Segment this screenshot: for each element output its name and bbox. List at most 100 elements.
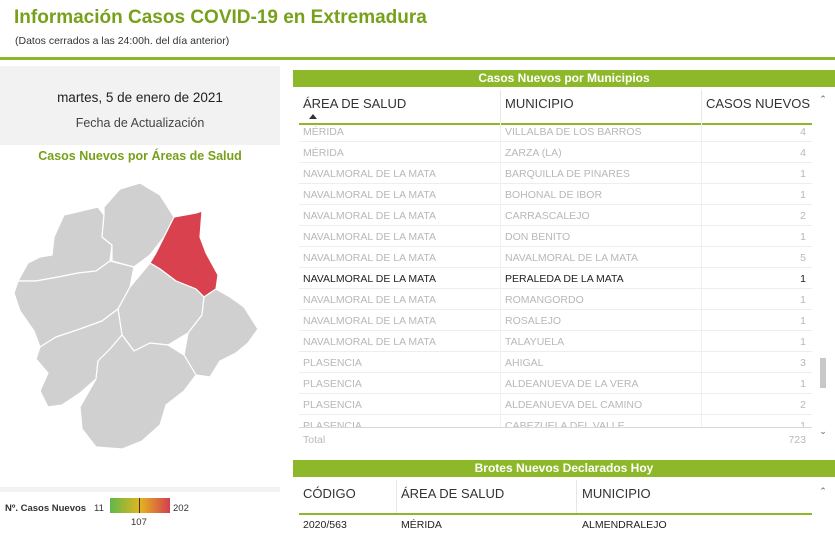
column-separator [500,373,501,394]
cell-casos: 1 [800,189,806,201]
sort-ascending-icon[interactable] [309,114,317,119]
map-panel: Casos Nuevos por Áreas de Salud [0,145,280,487]
cell-municipio: ROSALEJO [505,315,562,327]
column-separator [500,184,501,205]
extremadura-map [13,182,259,450]
column-separator [500,352,501,373]
chevron-down-icon[interactable]: ⌄ [819,426,827,436]
legend-mid-marker [139,498,140,513]
legend-label: Nº. Casos Nuevos [5,503,87,514]
scrollbar-thumb[interactable] [820,358,826,388]
cell-casos: 4 [800,147,806,159]
column-separator [500,121,501,142]
brotes-table-title: Brotes Nuevos Declarados Hoy [293,460,835,477]
cell-municipio: TALAYUELA [505,336,565,348]
column-separator [701,289,702,310]
municipios-table-title: Casos Nuevos por Municipios [293,70,835,87]
column-header-municipio[interactable]: MUNICIPIO [505,96,574,111]
cell-casos: 4 [800,126,806,138]
column-header-casos[interactable]: CASOS NUEVOS [706,96,811,111]
table-row[interactable]: NAVALMORAL DE LA MATA DON BENITO 1 [299,226,812,247]
column-separator [500,205,501,226]
table-row[interactable]: PLASENCIA ALDEANUEVA DE LA VERA 1 [299,373,812,394]
cell-municipio: BARQUILLA DE PINARES [505,168,630,180]
municipios-table-body: MÉRIDA VILLALBA DE LOS BARROS 4 MÉRIDA ZARZA… [293,70,835,427]
table-row[interactable]: MÉRIDA ZARZA (LA) 4 [299,142,812,163]
map-title: Casos Nuevos por Áreas de Salud [38,149,242,163]
column-separator [701,247,702,268]
cell-area: NAVALMORAL DE LA MATA [303,189,437,201]
cell-casos: 1 [800,168,806,180]
cell-casos: 1 [800,273,806,285]
column-separator [701,352,702,373]
column-separator [396,480,397,514]
update-date-label: Fecha de Actualización [75,116,205,130]
column-separator [701,121,702,142]
table-row[interactable]: NAVALMORAL DE LA MATA BARQUILLA DE PINARE… [299,163,812,184]
cell-area: PLASENCIA [303,378,362,390]
column-separator [701,205,702,226]
municipios-table: Casos Nuevos por Municipios ÁREA DE SALU… [293,70,835,453]
column-separator [500,142,501,163]
column-header-area[interactable]: ÁREA DE SALUD [303,96,407,111]
cell-area: NAVALMORAL DE LA MATA [303,294,437,306]
cell-municipio: AHIGAL [505,357,544,369]
table-row[interactable]: NAVALMORAL DE LA MATA PERALEDA DE LA MATA… [299,268,812,289]
column-separator [701,142,702,163]
cell-area: NAVALMORAL DE LA MATA [303,231,437,243]
table-row[interactable]: MÉRIDA VILLALBA DE LOS BARROS 4 [299,121,812,142]
table-row[interactable]: NAVALMORAL DE LA MATA TALAYUELA 1 [299,331,812,352]
update-date: martes, 5 de enero de 2021 [57,90,223,105]
table-row[interactable]: PLASENCIA ALDEANUEVA DEL CAMINO 2 [299,394,812,415]
cell-casos: 1 [800,294,806,306]
cell-municipio: NAVALMORAL DE LA MATA [505,252,639,264]
legend-max-value: 202 [173,503,189,514]
column-separator [500,331,501,352]
column-separator [701,184,702,205]
total-label: Total [303,434,326,446]
cell-area: NAVALMORAL DE LA MATA [303,252,437,264]
cell-municipio: BOHONAL DE IBOR [505,189,603,201]
table-row[interactable]: NAVALMORAL DE LA MATA CARRASCALEJO 2 [299,205,812,226]
cell-area: PLASENCIA [303,420,362,427]
column-separator [701,331,702,352]
municipios-table-header: ÁREA DE SALUD MUNICIPIO CASOS NUEVOS [299,90,812,124]
cell-municipio: DON BENITO [505,231,571,243]
header-underline [299,513,812,515]
table-row[interactable]: NAVALMORAL DE LA MATA ROMANGORDO 1 [299,289,812,310]
table-row[interactable]: PLASENCIA AHIGAL 3 [299,352,812,373]
municipios-scrollbar[interactable]: ⌃ ⌄ [818,90,828,437]
column-separator [701,163,702,184]
column-separator [701,394,702,415]
cell-area: MÉRIDA [401,519,442,531]
column-header-area[interactable]: ÁREA DE SALUD [401,486,505,501]
cell-codigo: 2020/563 [303,519,347,531]
column-separator [500,289,501,310]
header-divider [0,57,835,60]
column-separator [701,226,702,247]
cell-area: NAVALMORAL DE LA MATA [303,168,437,180]
table-row[interactable]: PLASENCIA CABEZUELA DEL VALLE 1 [299,415,812,427]
chevron-up-icon[interactable]: ⌃ [819,94,827,104]
legend-mid-value: 107 [131,517,147,528]
header: Información Casos COVID-19 en Extremadur… [0,0,835,60]
cell-area: NAVALMORAL DE LA MATA [303,273,437,285]
map-area-llerena-zafra[interactable] [79,334,197,450]
cell-casos: 1 [800,231,806,243]
table-row[interactable]: NAVALMORAL DE LA MATA NAVALMORAL DE LA MA… [299,247,812,268]
cell-municipio: ROMANGORDO [505,294,584,306]
column-header-municipio[interactable]: MUNICIPIO [582,486,651,501]
column-header-codigo[interactable]: CÓDIGO [303,486,356,501]
cell-municipio: ALDEANUEVA DEL CAMINO [505,399,643,411]
map-area-don-benito[interactable] [183,288,259,378]
table-row[interactable]: 2020/563 MÉRIDA ALMENDRALEJO [299,515,812,535]
cell-municipio: ALMENDRALEJO [582,519,667,531]
column-separator [701,373,702,394]
map-area-plasencia[interactable] [101,182,175,268]
table-row[interactable]: NAVALMORAL DE LA MATA BOHONAL DE IBOR 1 [299,184,812,205]
column-separator [701,268,702,289]
chevron-up-icon[interactable]: ⌃ [819,486,827,496]
column-separator [500,268,501,289]
column-separator [500,415,501,427]
table-row[interactable]: NAVALMORAL DE LA MATA ROSALEJO 1 [299,310,812,331]
